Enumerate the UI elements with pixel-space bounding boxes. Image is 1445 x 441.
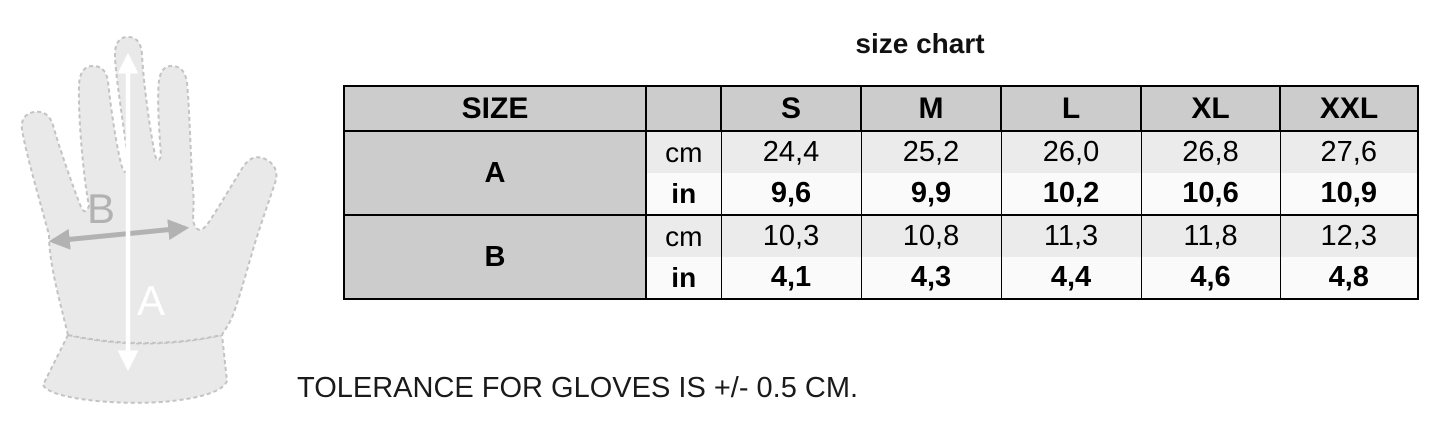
value-b-cm-xxl: 12,3 [1279, 215, 1419, 257]
value-b-cm-s: 10,3 [720, 215, 862, 257]
value-a-in-xl: 10,6 [1140, 173, 1281, 215]
value-b-cm-m: 10,8 [860, 215, 1002, 257]
header-cell-s: S [720, 85, 862, 132]
value-a-in-xxl: 10,9 [1279, 173, 1419, 215]
row-a-cm: A cm 24,4 25,2 26,0 26,8 27,6 [343, 131, 1419, 215]
row-a-in: in 9,6 9,9 10,2 10,6 10,9 [344, 173, 1419, 215]
value-b-in-s: 4,1 [720, 257, 862, 299]
hand-measurement-diagram: B A [5, 15, 295, 415]
header-cell-size: SIZE [343, 85, 647, 132]
tolerance-note: TOLERANCE FOR GLOVES IS +/- 0.5 CM. [297, 372, 859, 404]
value-a-cm-s: 24,4 [720, 131, 862, 173]
measure-a-label: A [137, 277, 165, 324]
header-cell-unit [645, 85, 722, 132]
unit-cell-in: in [645, 173, 722, 215]
measure-b-label: B [87, 185, 115, 232]
value-a-in-l: 10,2 [1000, 173, 1142, 215]
header-row: SIZE S M L XL XXL [343, 85, 1419, 132]
size-chart-table: SIZE S M L XL XXL A cm 24,4 25,2 26,0 26… [343, 85, 1419, 300]
value-a-cm-xxl: 27,6 [1279, 131, 1419, 173]
value-a-cm-xl: 26,8 [1140, 131, 1281, 173]
value-b-in-m: 4,3 [860, 257, 1002, 299]
value-b-cm-l: 11,3 [1000, 215, 1142, 257]
dimension-b-cell: B [343, 215, 647, 299]
header-cell-l: L [1000, 85, 1142, 132]
glove-cuff-outline [42, 334, 228, 404]
unit-cell-in: in [645, 257, 722, 299]
header-cell-xxl: XXL [1279, 85, 1419, 132]
value-a-cm-m: 25,2 [860, 131, 1002, 173]
row-b-in: in 4,1 4,3 4,4 4,6 4,8 [344, 257, 1419, 299]
header-cell-xl: XL [1140, 85, 1281, 132]
row-b-cm: B cm 10,3 10,8 11,3 11,8 12,3 [343, 215, 1419, 299]
glove-hand-icon: B A [20, 36, 278, 404]
hand-outline [20, 36, 278, 344]
unit-cell-cm: cm [645, 131, 722, 173]
value-b-in-l: 4,4 [1000, 257, 1142, 299]
dimension-a-cell: A [343, 131, 647, 215]
value-a-in-m: 9,9 [860, 173, 1002, 215]
value-b-cm-xl: 11,8 [1140, 215, 1281, 257]
value-b-in-xl: 4,6 [1140, 257, 1281, 299]
value-a-in-s: 9,6 [720, 173, 862, 215]
header-cell-m: M [860, 85, 1002, 132]
unit-cell-cm: cm [645, 215, 722, 257]
page-title: size chart [855, 28, 985, 59]
value-a-cm-l: 26,0 [1000, 131, 1142, 173]
value-b-in-xxl: 4,8 [1279, 257, 1419, 299]
